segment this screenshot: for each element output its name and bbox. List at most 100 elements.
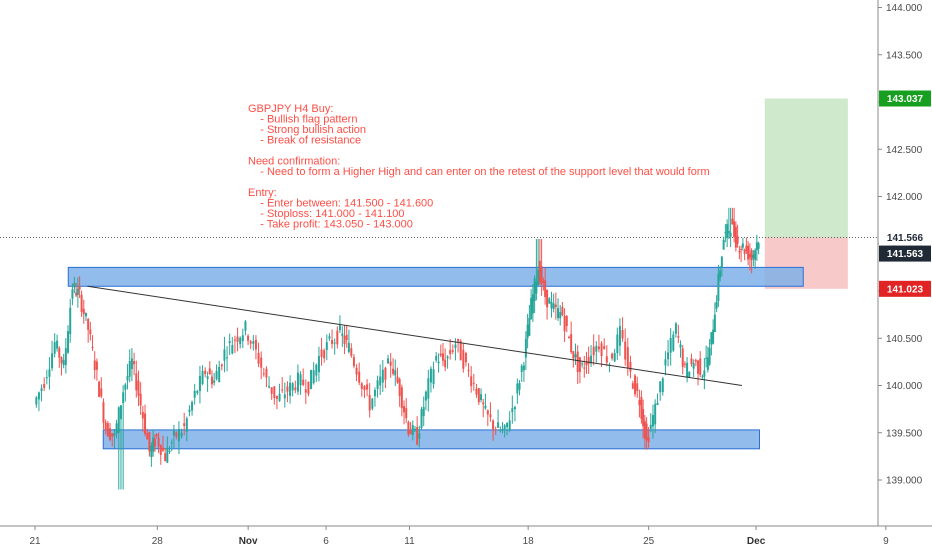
candle-body (177, 428, 180, 442)
candle-body (533, 278, 536, 302)
candle-body (289, 382, 292, 396)
candle-body (164, 453, 167, 462)
candle-body (180, 432, 183, 437)
candle-body (546, 289, 549, 308)
candle-body (679, 344, 682, 348)
candle-body (669, 337, 672, 353)
candle-body (213, 380, 216, 383)
candle-body (254, 339, 257, 350)
candle-body (649, 424, 652, 429)
candle-body (236, 336, 239, 342)
candle-body (518, 383, 521, 390)
candle-body (520, 365, 523, 372)
candle-body (281, 389, 284, 391)
last-price-tag[interactable] (879, 245, 931, 262)
candle-body (516, 383, 519, 394)
candle-body (754, 250, 757, 260)
candle-body (161, 447, 164, 451)
candle-body (552, 303, 555, 309)
candle-body (432, 369, 435, 385)
candle-body (603, 346, 606, 349)
candle-body (172, 429, 175, 436)
candle-body (170, 442, 173, 444)
candle-body (204, 370, 207, 374)
profit-zone[interactable] (764, 98, 848, 238)
candle-body (581, 363, 584, 365)
candle-body (82, 308, 85, 315)
current-price-tag[interactable] (879, 229, 931, 246)
candle-body (273, 386, 276, 399)
candle-body (697, 360, 700, 374)
stop-loss-tag[interactable] (879, 280, 931, 297)
candle-body (130, 358, 133, 370)
x-tick-label: 6 (323, 536, 329, 547)
candle-body (722, 240, 725, 250)
candle-body (328, 336, 331, 339)
x-tick-label: Nov (239, 536, 258, 547)
candle-body (688, 371, 691, 378)
candle-body (331, 340, 334, 345)
candle-body (350, 348, 353, 356)
candle-body (210, 376, 213, 385)
y-tick-label: 142.500 (886, 145, 923, 156)
x-tick-label: 11 (404, 536, 415, 547)
candle-body (643, 421, 646, 439)
candle-body (482, 402, 485, 405)
candle-body (320, 349, 323, 357)
candle-body (587, 356, 590, 364)
annotation-line: - Take profit: 143.050 - 143.000 (248, 219, 413, 231)
candle-body (626, 347, 629, 369)
candle-body (198, 375, 201, 392)
candle-body (366, 384, 369, 390)
candle-body (743, 250, 746, 254)
candle-body (341, 333, 344, 337)
candle-body (100, 388, 103, 397)
candle-body (449, 349, 452, 355)
candle-body (706, 357, 709, 370)
candle-body (424, 391, 427, 401)
resistance-zone[interactable] (67, 266, 804, 287)
candle-body (392, 368, 395, 374)
candle-body (260, 357, 263, 368)
candle-body (699, 358, 702, 375)
candle-body (411, 425, 414, 436)
candle-body (559, 312, 562, 319)
candle-body (757, 243, 760, 249)
candle-body (638, 400, 641, 406)
candle-body (89, 329, 92, 335)
candle-body (368, 395, 371, 411)
candle-body (80, 294, 83, 313)
candle-body (506, 422, 509, 428)
candle-body (387, 358, 390, 364)
candle-body (446, 356, 449, 359)
candle-body (480, 394, 483, 401)
candle-body (548, 298, 551, 304)
candle-body (218, 366, 221, 383)
take-profit-tag[interactable] (879, 90, 931, 107)
candle-body (690, 358, 693, 364)
trendline[interactable] (87, 285, 743, 386)
price-axis[interactable] (878, 0, 932, 526)
candle-body (325, 342, 328, 350)
annotation-line: - Strong bullish action (248, 124, 366, 136)
candle-body (336, 330, 339, 345)
candle-body (734, 226, 737, 248)
candle-body (67, 331, 70, 353)
candle-body (429, 368, 432, 383)
candle-body (501, 428, 504, 431)
candle-body (78, 286, 81, 290)
candle-body (477, 388, 480, 403)
annotation-line: GBPJPY H4 Buy: (248, 103, 333, 115)
candle-body (117, 407, 120, 433)
candle-body (215, 370, 218, 380)
candle-body (439, 353, 442, 356)
candle-body (265, 368, 268, 378)
candle-body (278, 393, 281, 401)
candle-body (677, 336, 680, 338)
support-zone[interactable] (102, 429, 760, 450)
candle-body (418, 433, 421, 439)
candle-body (262, 373, 265, 375)
candle-body (135, 373, 138, 391)
candle-body (244, 321, 247, 331)
